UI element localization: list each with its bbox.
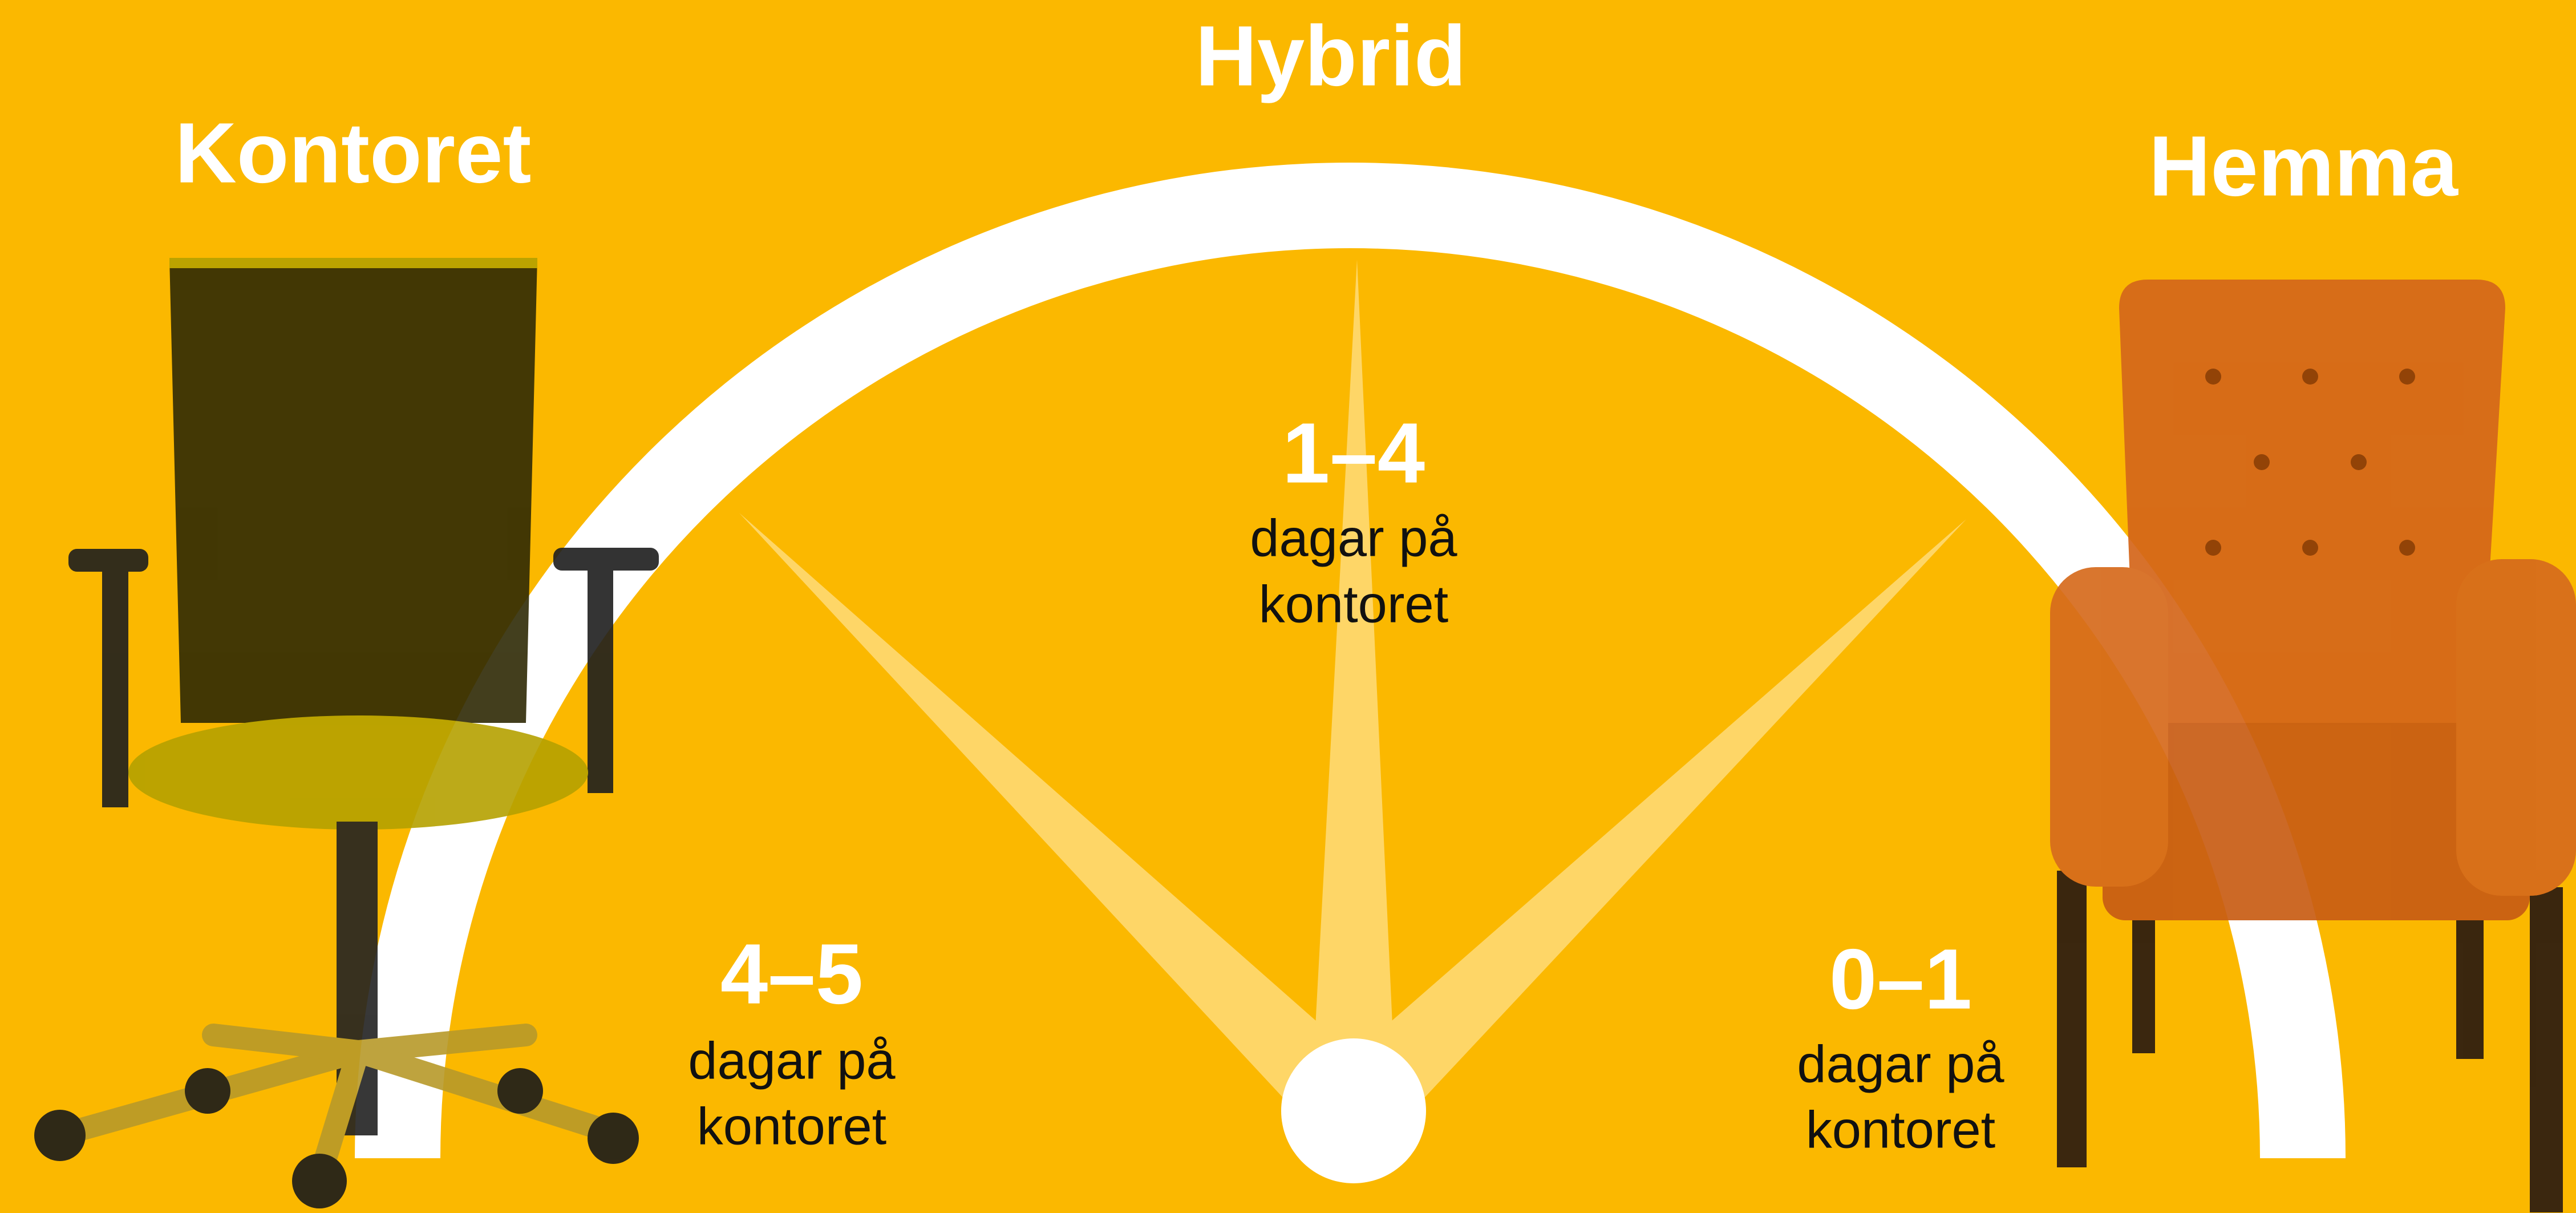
range-caption: dagar på <box>1797 1035 2004 1093</box>
range-caption: kontoret <box>1259 575 1448 633</box>
zone-label: Kontoret <box>175 105 532 201</box>
chair-arm <box>102 551 128 807</box>
chair-back <box>169 258 537 723</box>
range-days: 0–1 <box>1829 931 1972 1027</box>
ray <box>739 513 1383 1142</box>
chair-arm <box>2050 567 2168 887</box>
chair-leg <box>2530 887 2563 1212</box>
ray <box>1324 519 1966 1142</box>
zone-label: Hemma <box>2149 118 2458 214</box>
chair-arm-pad <box>68 549 148 572</box>
office-chair <box>34 258 659 1208</box>
zone-label: Hybrid <box>1195 8 1466 104</box>
chair-seat <box>128 715 588 830</box>
gauge-rays <box>739 260 1966 1142</box>
range-caption: dagar på <box>1250 509 1457 567</box>
range-caption: dagar på <box>688 1032 896 1090</box>
range-days: 1–4 <box>1282 405 1425 501</box>
ray <box>1311 260 1396 1111</box>
range-caption: kontoret <box>697 1097 886 1155</box>
chair-arm <box>588 565 613 793</box>
armchair <box>2050 280 2576 1212</box>
chair-wheels <box>34 1068 639 1208</box>
gauge-hub <box>1281 1038 1426 1183</box>
chair-arm-pad <box>553 548 659 571</box>
chair-leg <box>2057 871 2087 1167</box>
range-caption: kontoret <box>1806 1101 1995 1159</box>
chair-arm <box>2456 559 2576 896</box>
chair-buttons <box>2205 369 2415 556</box>
chair-back <box>2119 280 2505 723</box>
range-days: 4–5 <box>720 926 863 1022</box>
chair-seat <box>2103 723 2530 920</box>
chair-back-edge <box>169 258 537 268</box>
